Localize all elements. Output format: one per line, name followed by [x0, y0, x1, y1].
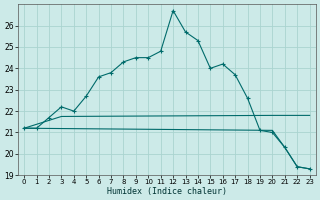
X-axis label: Humidex (Indice chaleur): Humidex (Indice chaleur) [107, 187, 227, 196]
